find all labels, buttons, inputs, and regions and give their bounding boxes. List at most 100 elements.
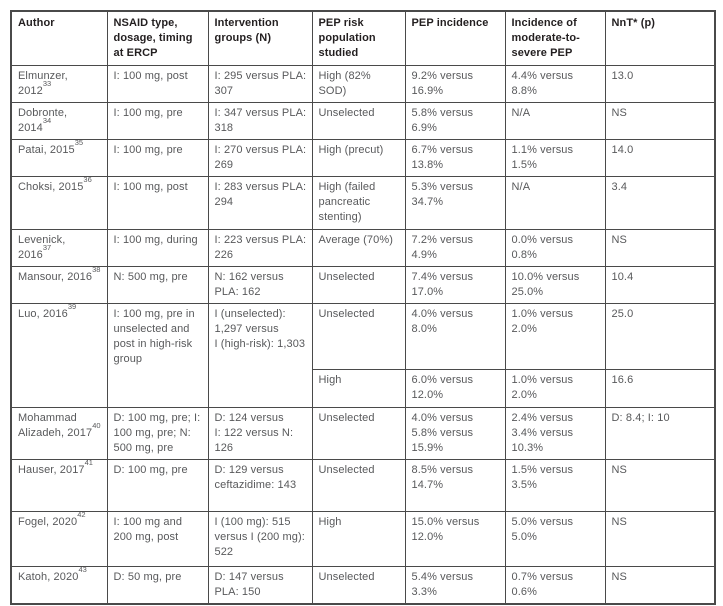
table-row: Luo, 201639 I: 100 mg, pre in unselected… bbox=[10, 303, 716, 408]
col-header-nsaid: NSAID type, dosage, timing at ERCP bbox=[106, 10, 209, 66]
cell-author: Elmunzer, 201233 bbox=[10, 65, 108, 103]
cell-intervention-groups: D: 124 versus I: 122 versus N: 126 bbox=[207, 407, 313, 460]
cell-mod-severe-pep: 10.0% versus 25.0% bbox=[504, 266, 606, 304]
citation-ref: 36 bbox=[83, 174, 92, 184]
table-row: Elmunzer, 201233 I: 100 mg, post I: 295 … bbox=[10, 65, 716, 103]
cell-mod-severe-pep: 1.1% versus 1.5% bbox=[504, 139, 606, 177]
table-row: Fogel, 202042 I: 100 mg and 200 mg, post… bbox=[10, 509, 716, 567]
author-text: Mansour, 2016 bbox=[18, 271, 93, 283]
cell-mod-severe-pep: 2.4% versus 3.4% versus 10.3% bbox=[504, 407, 606, 460]
citation-ref: 33 bbox=[42, 78, 52, 88]
cell-nnt: NS bbox=[604, 102, 716, 140]
cell-nnt: 14.0 bbox=[604, 139, 716, 177]
table-row: Dobronte, 201434 I: 100 mg, pre I: 347 v… bbox=[10, 102, 716, 140]
cell-pep-incidence: 5.8% versus 6.9% bbox=[404, 102, 506, 140]
cell-intervention-groups: N: 162 versus PLA: 162 bbox=[207, 266, 313, 304]
cell-mod-severe-pep: N/A bbox=[504, 102, 606, 140]
cell-author: Mansour, 201638 bbox=[10, 264, 108, 304]
cell-nsaid-dosage: I: 100 mg, post bbox=[106, 65, 209, 103]
cell-mod-severe-pep: 1.5% versus 3.5% bbox=[504, 459, 606, 512]
cell-pep-incidence: 7.2% versus 4.9% bbox=[404, 229, 506, 267]
cell-nnt: 13.0 bbox=[604, 65, 716, 103]
cell-mod-severe-pep: 4.4% versus 8.8% bbox=[504, 65, 606, 103]
col-header-mod-severe-pep: Incidence of moderate-to-severe PEP bbox=[504, 10, 606, 66]
cell-pep-incidence: 6.7% versus 13.8% bbox=[404, 139, 506, 177]
cell-pep-incidence: 4.0% versus 8.0% bbox=[404, 303, 506, 370]
cell-nnt: D: 8.4; I: 10 bbox=[604, 407, 716, 460]
author-text: Fogel, 2020 bbox=[18, 516, 78, 528]
citation-ref: 43 bbox=[78, 564, 87, 574]
citation-ref: 34 bbox=[42, 115, 52, 125]
col-header-author: Author bbox=[10, 10, 108, 66]
cell-intervention-groups: I: 283 versus PLA: 294 bbox=[207, 176, 313, 230]
cell-nnt: 25.0 bbox=[604, 303, 716, 370]
table-row: Hauser, 201741 D: 100 mg, pre D: 129 ver… bbox=[10, 457, 716, 512]
author-text: Katoh, 2020 bbox=[18, 571, 79, 583]
cell-author: Dobronte, 201434 bbox=[10, 102, 108, 140]
cell-pep-incidence: 5.4% versus 3.3% bbox=[404, 566, 506, 605]
cell-intervention-groups: D: 129 versus ceftazidime: 143 bbox=[207, 459, 313, 512]
cell-population: Unselected bbox=[311, 102, 406, 140]
author-text: Patai, 2015 bbox=[18, 144, 75, 156]
cell-intervention-groups: I: 347 versus PLA: 318 bbox=[207, 102, 313, 140]
cell-pep-incidence: 5.3% versus 34.7% bbox=[404, 176, 506, 230]
col-header-nnt: NnT* (p) bbox=[604, 10, 716, 66]
author-text: Hauser, 2017 bbox=[18, 464, 85, 476]
cell-intervention-groups: I: 295 versus PLA: 307 bbox=[207, 65, 313, 103]
author-text: Mohammad Alizadeh, 2017 bbox=[18, 412, 93, 439]
cell-intervention-groups: I: 223 versus PLA: 226 bbox=[207, 229, 313, 267]
cell-nnt: 10.4 bbox=[604, 266, 716, 304]
cell-author: Hauser, 201741 bbox=[10, 457, 108, 512]
citation-ref: 40 bbox=[92, 420, 101, 430]
cell-intervention-groups: I (unselected): 1,297 versus I (high-ris… bbox=[207, 303, 313, 408]
cell-author: Katoh, 202043 bbox=[10, 564, 108, 605]
citation-ref: 41 bbox=[84, 457, 93, 467]
citation-ref: 42 bbox=[77, 509, 86, 519]
col-header-pep-incidence: PEP incidence bbox=[404, 10, 506, 66]
cell-population: High bbox=[311, 511, 406, 567]
table-row: Mohammad Alizadeh, 201740 D: 100 mg, pre… bbox=[10, 407, 716, 460]
cell-pep-incidence: 4.0% versus 5.8% versus 15.9% bbox=[404, 407, 506, 460]
cell-author: Choksi, 201536 bbox=[10, 174, 108, 230]
cell-population: Unselected bbox=[311, 459, 406, 512]
cell-nnt: NS bbox=[604, 511, 716, 567]
cell-nsaid-dosage: I: 100 mg, pre bbox=[106, 102, 209, 140]
author-text: Dobronte, 2014 bbox=[18, 107, 68, 134]
cell-nnt: 16.6 bbox=[604, 369, 716, 408]
cell-mod-severe-pep: 5.0% versus 5.0% bbox=[504, 511, 606, 567]
cell-population: Unselected bbox=[311, 266, 406, 304]
cell-population: High bbox=[311, 369, 406, 408]
cell-nsaid-dosage: I: 100 mg, post bbox=[106, 176, 209, 230]
cell-population: High (precut) bbox=[311, 139, 406, 177]
table-row: Choksi, 201536 I: 100 mg, post I: 283 ve… bbox=[10, 174, 716, 230]
cell-author: Patai, 201535 bbox=[10, 139, 108, 177]
cell-author: Mohammad Alizadeh, 201740 bbox=[10, 407, 108, 460]
cell-nsaid-dosage: D: 100 mg, pre bbox=[106, 459, 209, 512]
cell-nsaid-dosage: I: 100 mg, pre bbox=[106, 139, 209, 177]
cell-mod-severe-pep: 1.0% versus 2.0% bbox=[504, 369, 606, 408]
cell-population: High (82% SOD) bbox=[311, 65, 406, 103]
cell-nnt: NS bbox=[604, 459, 716, 512]
cell-nnt: NS bbox=[604, 229, 716, 267]
cell-nnt: NS bbox=[604, 566, 716, 605]
cell-population: Unselected bbox=[311, 407, 406, 460]
cell-intervention-groups: D: 147 versus PLA: 150 bbox=[207, 566, 313, 605]
cell-nsaid-dosage: I: 100 mg, pre in unselected and post in… bbox=[106, 303, 209, 408]
cell-pep-incidence: 9.2% versus 16.9% bbox=[404, 65, 506, 103]
cell-pep-incidence: 8.5% versus 14.7% bbox=[404, 459, 506, 512]
citation-ref: 37 bbox=[42, 242, 52, 252]
cell-intervention-groups: I: 270 versus PLA: 269 bbox=[207, 139, 313, 177]
cell-mod-severe-pep: 1.0% versus 2.0% bbox=[504, 303, 606, 370]
author-text: Choksi, 2015 bbox=[18, 181, 84, 193]
table-subrow: High 6.0% versus 12.0% 1.0% versus 2.0% … bbox=[11, 369, 716, 408]
cell-mod-severe-pep: 0.7% versus 0.6% bbox=[504, 566, 606, 605]
col-header-population: PEP risk population studied bbox=[311, 10, 406, 66]
cell-mod-severe-pep: 0.0% versus 0.8% bbox=[504, 229, 606, 267]
cell-mod-severe-pep: N/A bbox=[504, 176, 606, 230]
cell-population: Average (70%) bbox=[311, 229, 406, 267]
citation-ref: 38 bbox=[92, 264, 101, 274]
cell-author: Fogel, 202042 bbox=[10, 509, 108, 567]
table-row: Patai, 201535 I: 100 mg, pre I: 270 vers… bbox=[10, 139, 716, 177]
cell-pep-incidence: 7.4% versus 17.0% bbox=[404, 266, 506, 304]
